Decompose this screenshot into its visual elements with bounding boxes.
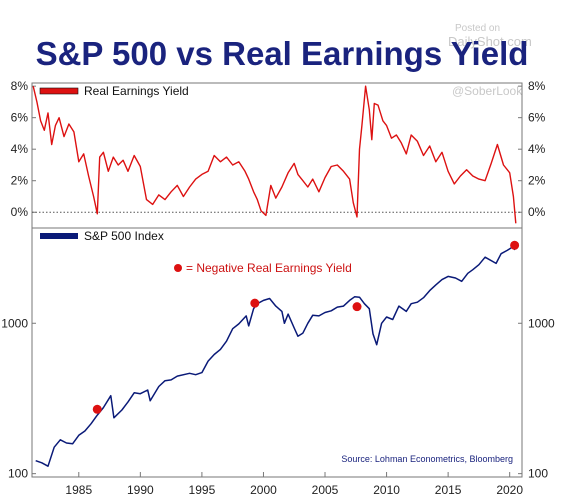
top-left-tick-label: 4% [11, 142, 29, 156]
x-tick-label: 2020 [496, 483, 523, 497]
x-tick-label: 2015 [435, 483, 462, 497]
bottom-right-tick-label: 100 [528, 467, 548, 481]
x-tick-label: 2000 [250, 483, 277, 497]
watermark-line3: @SoberLook [452, 84, 523, 98]
bottom-panel: 1000 100 1000 100 S&P 500 Index = Negative… [1, 229, 555, 481]
top-left-tick-label: 0% [11, 205, 29, 219]
watermark-line1: Posted on [455, 23, 500, 34]
source-note: Source: Lohman Econometrics, Bloomberg [341, 454, 513, 464]
negative-yield-marker [352, 302, 362, 312]
x-tick-label: 1985 [65, 483, 92, 497]
series-line-sp500-index [35, 242, 519, 467]
legend-label-yield: Real Earnings Yield [84, 84, 189, 98]
top-right-tick-label: 4% [528, 142, 546, 156]
top-right-tick-label: 8% [528, 79, 546, 93]
bottom-left-tick-label: 100 [8, 467, 28, 481]
top-y-axis-left: 8% 6% 4% 2% 0% [11, 79, 36, 219]
watermark-line2: DailyShot.com [448, 34, 532, 49]
bottom-right-tick-label: 1000 [528, 316, 555, 330]
x-tick-label: 2005 [312, 483, 339, 497]
negative-yield-marker [250, 298, 260, 308]
top-y-axis-right: 8% 6% 4% 2% 0% [518, 79, 546, 219]
legend-swatch-yield [39, 87, 79, 95]
top-left-tick-label: 6% [11, 111, 29, 125]
annotation-marker [174, 264, 182, 272]
top-panel: 8% 6% 4% 2% 0% 8% 6% 4% 2% 0% Real Earnings Yiel… [11, 79, 546, 224]
negative-yield-marker [92, 404, 102, 414]
chart-title: S&P 500 vs Real Earnings Yield [36, 35, 529, 72]
bottom-left-tick-label: 1000 [1, 316, 28, 330]
legend-swatch-index [40, 233, 78, 239]
top-right-tick-label: 0% [528, 205, 546, 219]
annotation-text: = Negative Real Earnings Yield [186, 261, 352, 275]
negative-yield-markers [92, 240, 520, 414]
top-left-tick-label: 8% [11, 79, 29, 93]
top-left-tick-label: 2% [11, 174, 29, 188]
top-right-tick-label: 2% [528, 174, 546, 188]
top-right-tick-label: 6% [528, 111, 546, 125]
x-tick-label: 1995 [189, 483, 216, 497]
x-tick-label: 1990 [127, 483, 154, 497]
negative-yield-marker [510, 240, 520, 250]
x-axis: 1985 1990 1995 2000 2005 2010 2015 2020 [65, 472, 523, 497]
bottom-y-axis-left: 1000 100 [1, 316, 36, 481]
plot-frame [31, 82, 523, 478]
x-tick-label: 2010 [373, 483, 400, 497]
series-line-real-earnings-yield [32, 85, 517, 224]
bottom-y-axis-right: 1000 100 [518, 316, 555, 481]
legend-label-index: S&P 500 Index [84, 229, 164, 243]
